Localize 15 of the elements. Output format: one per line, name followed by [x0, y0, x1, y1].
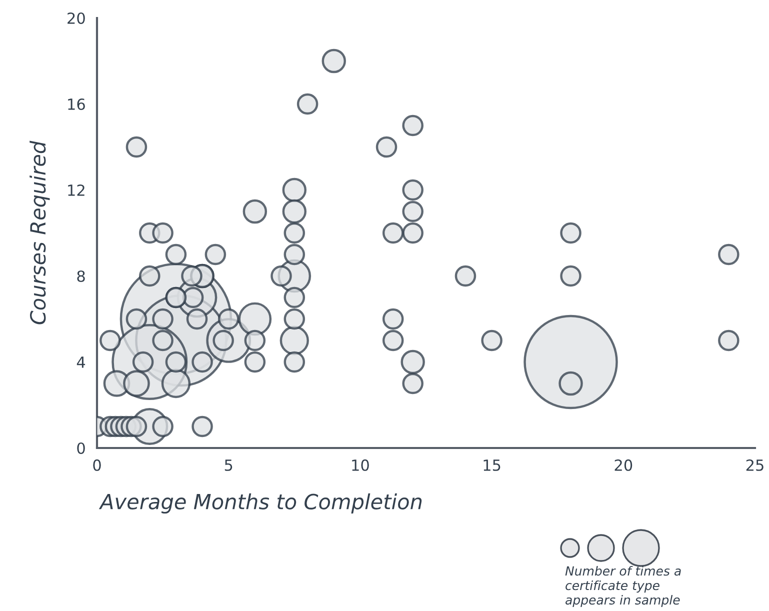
y-tick-label: 20: [68, 12, 85, 24]
x-tick-label: 0: [93, 459, 101, 471]
x-tick-label: 10: [352, 459, 369, 471]
y-tick-label: 8: [77, 270, 85, 282]
x-tick-label: 5: [224, 460, 232, 471]
x-tick-label: 20: [614, 459, 632, 471]
y-tick-label: 16: [68, 98, 85, 110]
y-tick-label: 12: [68, 184, 84, 196]
y-axis-title: Courses Required: [30, 140, 50, 324]
x-axis-title: Average Months to Completion: [98, 493, 422, 514]
y-tick-label: 4: [76, 356, 86, 368]
x-tick-label: 15: [484, 460, 500, 471]
y-tick-label: 0: [77, 442, 85, 454]
x-tick-label: 25: [746, 459, 764, 471]
text: Number of times a certificate type appears in sample: [565, 566, 681, 608]
